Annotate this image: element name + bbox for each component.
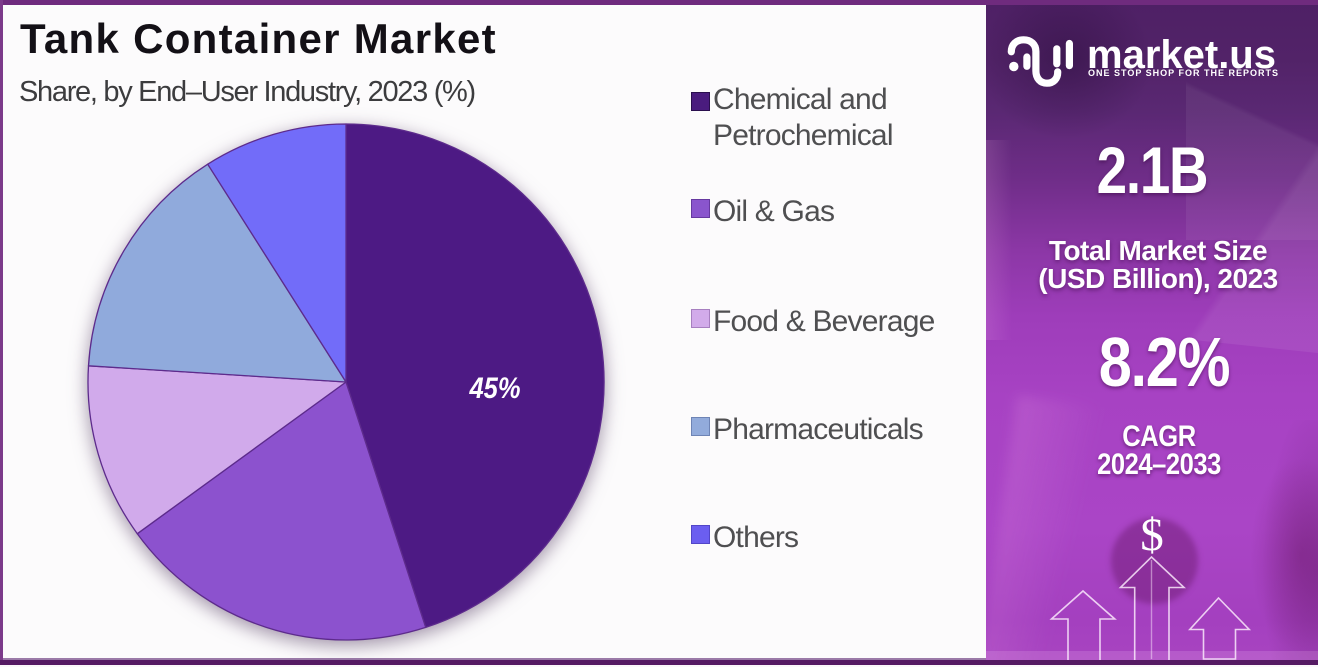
svg-text:market.us: market.us [1087, 33, 1276, 77]
svg-text:45%: 45% [469, 371, 521, 404]
svg-text:ONE STOP SHOP FOR THE REPORTS: ONE STOP SHOP FOR THE REPORTS [1088, 68, 1279, 78]
